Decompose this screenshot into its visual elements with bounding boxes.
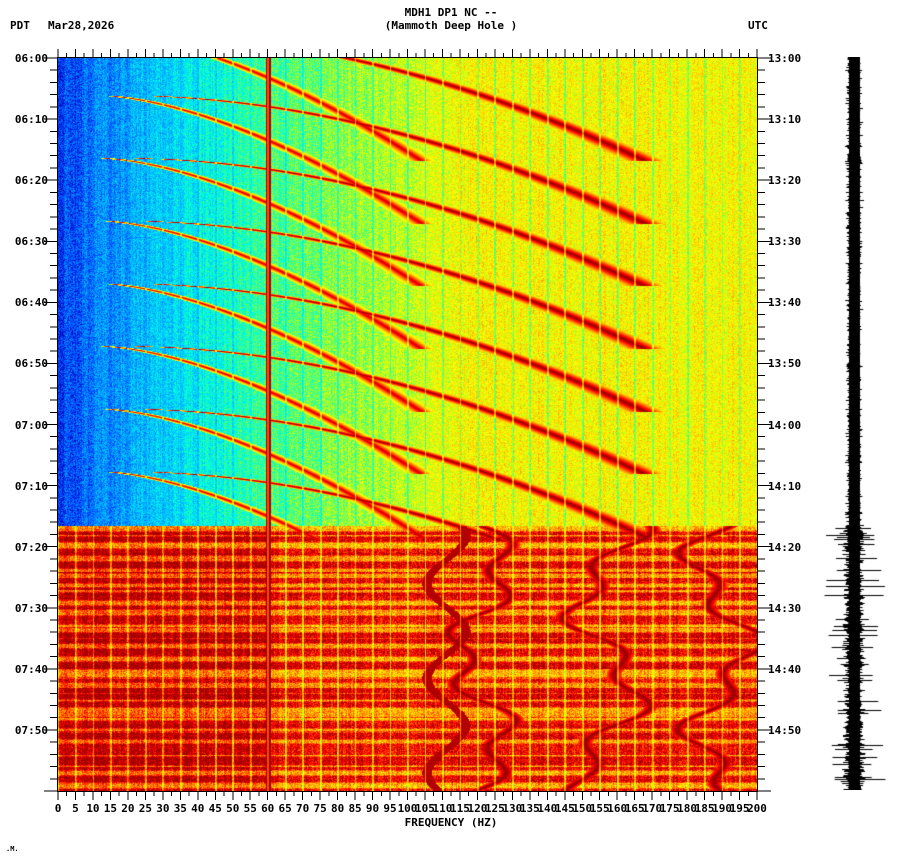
frequency-tick: 85 bbox=[348, 802, 362, 815]
frequency-tick: 115 bbox=[449, 802, 470, 815]
frequency-tick: 30 bbox=[156, 802, 170, 815]
x-axis-title: FREQUENCY (HZ) bbox=[404, 816, 498, 829]
time-tick-utc: 14:50 bbox=[768, 723, 802, 737]
frequency-tick: 160 bbox=[607, 802, 628, 815]
frequency-tick: 155 bbox=[589, 802, 610, 815]
frequency-tick: 45 bbox=[208, 802, 222, 815]
time-tick-pdt: 06:50 bbox=[14, 357, 48, 371]
time-tick-utc: 14:00 bbox=[768, 418, 802, 432]
time-tick-pdt: 07:50 bbox=[14, 723, 48, 737]
spectrogram-plot[interactable] bbox=[57, 57, 758, 792]
frequency-tick: 5 bbox=[72, 802, 79, 815]
corner-mark: .M. bbox=[6, 845, 19, 853]
frequency-tick: 70 bbox=[296, 802, 310, 815]
time-tick-utc: 13:00 bbox=[768, 52, 802, 65]
frequency-tick: 105 bbox=[415, 802, 435, 815]
frequency-tick: 135 bbox=[519, 802, 540, 815]
timezone-right-label: UTC bbox=[748, 19, 768, 32]
spectrogram-image bbox=[58, 58, 757, 791]
time-tick-utc: 13:20 bbox=[768, 174, 802, 188]
seismogram-image bbox=[820, 57, 890, 790]
frequency-tick: 125 bbox=[484, 802, 505, 815]
frequency-tick: 40 bbox=[191, 802, 205, 815]
frequency-tick: 95 bbox=[383, 802, 397, 815]
frequency-tick: 20 bbox=[121, 802, 135, 815]
frequency-tick: 175 bbox=[659, 802, 680, 815]
time-tick-utc: 13:30 bbox=[768, 235, 802, 249]
station-title: MDH1 DP1 NC -- bbox=[404, 6, 498, 19]
frequency-tick: 200 bbox=[747, 802, 767, 815]
frequency-tick: 25 bbox=[138, 802, 152, 815]
frequency-tick: 50 bbox=[226, 802, 240, 815]
frequency-tick: 130 bbox=[502, 802, 523, 815]
time-tick-utc: 14:40 bbox=[768, 662, 802, 676]
frequency-tick: 110 bbox=[432, 802, 453, 815]
time-tick-pdt: 07:10 bbox=[14, 479, 48, 493]
frequency-tick: 90 bbox=[365, 802, 380, 815]
time-tick-pdt: 06:00 bbox=[14, 52, 48, 65]
frequency-tick: 60 bbox=[261, 802, 275, 815]
time-tick-pdt: 06:40 bbox=[14, 296, 48, 310]
seismogram-trace bbox=[820, 57, 890, 790]
time-tick-utc: 13:50 bbox=[768, 357, 802, 371]
frequency-tick: 185 bbox=[694, 802, 715, 815]
frequency-tick: 140 bbox=[537, 802, 558, 815]
frequency-tick: 120 bbox=[467, 802, 488, 815]
timezone-left-label: PDT bbox=[10, 19, 30, 32]
time-tick-utc: 13:10 bbox=[768, 113, 802, 127]
time-tick-utc: 14:10 bbox=[768, 479, 802, 493]
frequency-tick: 195 bbox=[729, 802, 750, 815]
frequency-tick: 0 bbox=[54, 802, 62, 815]
time-tick-pdt: 07:00 bbox=[14, 418, 48, 432]
frequency-tick: 170 bbox=[642, 802, 663, 815]
time-tick-pdt: 07:20 bbox=[14, 540, 48, 554]
frequency-tick: 100 bbox=[397, 802, 418, 815]
frequency-tick: 80 bbox=[330, 802, 345, 815]
station-subtitle: (Mammoth Deep Hole ) bbox=[384, 19, 518, 32]
time-tick-pdt: 07:30 bbox=[14, 601, 48, 615]
frequency-tick: 10 bbox=[86, 802, 100, 815]
time-tick-utc: 14:20 bbox=[768, 540, 802, 554]
frequency-tick: 145 bbox=[554, 802, 575, 815]
frequency-tick: 180 bbox=[677, 802, 698, 815]
time-tick-utc: 13:40 bbox=[768, 296, 802, 310]
frequency-tick: 150 bbox=[572, 802, 593, 815]
frequency-tick: 35 bbox=[173, 802, 187, 815]
frequency-tick: 15 bbox=[103, 802, 118, 815]
frequency-tick: 55 bbox=[243, 802, 257, 815]
frequency-tick: 190 bbox=[712, 802, 732, 815]
time-tick-pdt: 06:20 bbox=[14, 174, 48, 188]
time-tick-utc: 14:30 bbox=[768, 601, 802, 615]
frequency-tick: 165 bbox=[624, 802, 645, 815]
time-tick-pdt: 07:40 bbox=[14, 662, 48, 676]
date-label: Mar28,2026 bbox=[48, 19, 115, 32]
frequency-tick: 65 bbox=[278, 802, 292, 815]
frequency-tick: 75 bbox=[313, 802, 327, 815]
time-tick-pdt: 06:30 bbox=[14, 235, 48, 249]
time-tick-pdt: 06:10 bbox=[14, 113, 48, 127]
